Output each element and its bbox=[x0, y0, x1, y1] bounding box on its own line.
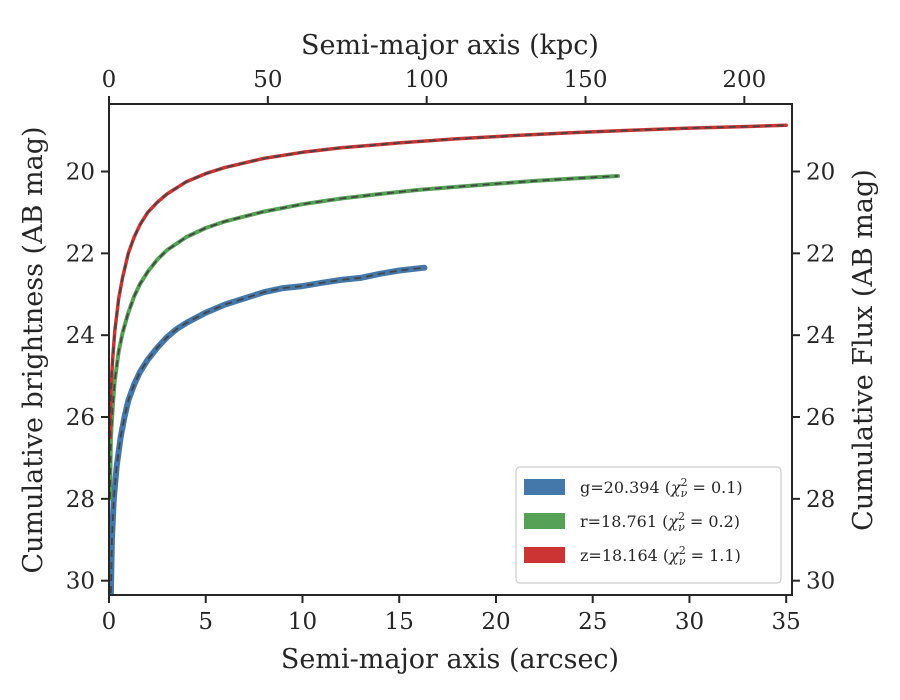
series-line-z bbox=[108, 123, 788, 440]
legend-text-part: ν bbox=[681, 487, 688, 500]
x-tick-label: 30 bbox=[675, 609, 704, 635]
legend-text-part: = 0.1) bbox=[687, 478, 742, 497]
legend-label-r: r=18.761 (χ2 ν = 0.2) bbox=[580, 510, 740, 534]
plot-frame bbox=[108, 103, 793, 596]
y-tick-label: 24 bbox=[66, 323, 95, 349]
bottom-x-axis-title: Semi-major axis (arcsec) bbox=[281, 644, 619, 675]
legend-text-part: ν bbox=[679, 555, 686, 568]
legend-swatch-z bbox=[524, 547, 565, 563]
series-fit-line-g bbox=[110, 266, 425, 594]
right-y-tick-label: 30 bbox=[806, 569, 835, 595]
plot-area bbox=[107, 123, 788, 596]
legend-text-part: = 1.1) bbox=[686, 546, 741, 565]
legend-text-part: χ bbox=[668, 546, 680, 565]
x-tick-label: 25 bbox=[578, 609, 607, 635]
legend-text-part: 2 bbox=[678, 510, 685, 523]
right-y-tick-label: 26 bbox=[806, 405, 835, 431]
top-x-tick-label: 0 bbox=[102, 67, 117, 93]
legend-text-part: χ bbox=[667, 512, 679, 531]
x-tick-label: 35 bbox=[772, 609, 801, 635]
series-fit-line-z bbox=[109, 124, 787, 438]
right-y-tick-label: 28 bbox=[806, 487, 835, 513]
x-tick-label: 10 bbox=[288, 609, 317, 635]
legend: g=20.394 (χ2 ν = 0.1)r=18.761 (χ2 ν = 0.2)… bbox=[515, 466, 782, 584]
y-tick-label: 20 bbox=[66, 160, 95, 186]
legend-text-part: χ bbox=[670, 478, 682, 497]
y-tick-label: 22 bbox=[66, 241, 95, 267]
top-x-tick-label: 200 bbox=[722, 67, 766, 93]
series-line-g bbox=[107, 264, 428, 596]
legend-text-part: g=20.394 ( bbox=[580, 478, 671, 497]
x-tick-label: 5 bbox=[198, 609, 213, 635]
top-x-tick-label: 150 bbox=[564, 67, 608, 93]
legend-label-g: g=20.394 (χ2 ν = 0.1) bbox=[580, 476, 743, 500]
legend-text-part: 2 bbox=[679, 544, 686, 557]
legend-box bbox=[515, 466, 782, 584]
legend-text-part: ν bbox=[678, 521, 685, 534]
right-y-tick-label: 20 bbox=[806, 160, 835, 186]
legend-text-part: z=18.164 ( bbox=[580, 546, 669, 565]
legend-label-z: z=18.164 (χ2 ν = 1.1) bbox=[580, 544, 741, 568]
series-fit-line-r bbox=[109, 175, 618, 499]
y-tick-label: 30 bbox=[66, 569, 95, 595]
x-tick-label: 15 bbox=[385, 609, 414, 635]
left-y-axis-title: Cumulative brightness (AB mag) bbox=[18, 126, 49, 573]
top-x-axis-title: Semi-major axis (kpc) bbox=[301, 30, 599, 61]
legend-text-part: = 0.2) bbox=[685, 512, 740, 531]
series-line-r bbox=[108, 174, 620, 501]
x-tick-label: 20 bbox=[481, 609, 510, 635]
y-tick-label: 28 bbox=[66, 487, 95, 513]
right-y-tick-label: 24 bbox=[806, 323, 835, 349]
legend-swatch-g bbox=[524, 479, 565, 495]
right-y-axis-title: Cumulative Flux (AB mag) bbox=[848, 169, 879, 531]
x-tick-label: 0 bbox=[102, 609, 117, 635]
y-tick-label: 26 bbox=[66, 405, 95, 431]
top-x-tick-label: 100 bbox=[405, 67, 449, 93]
top-x-tick-label: 50 bbox=[253, 67, 282, 93]
legend-text-part: r=18.761 ( bbox=[580, 512, 668, 531]
right-y-tick-label: 22 bbox=[806, 241, 835, 267]
legend-swatch-r bbox=[524, 513, 565, 529]
legend-text-part: 2 bbox=[681, 476, 688, 489]
